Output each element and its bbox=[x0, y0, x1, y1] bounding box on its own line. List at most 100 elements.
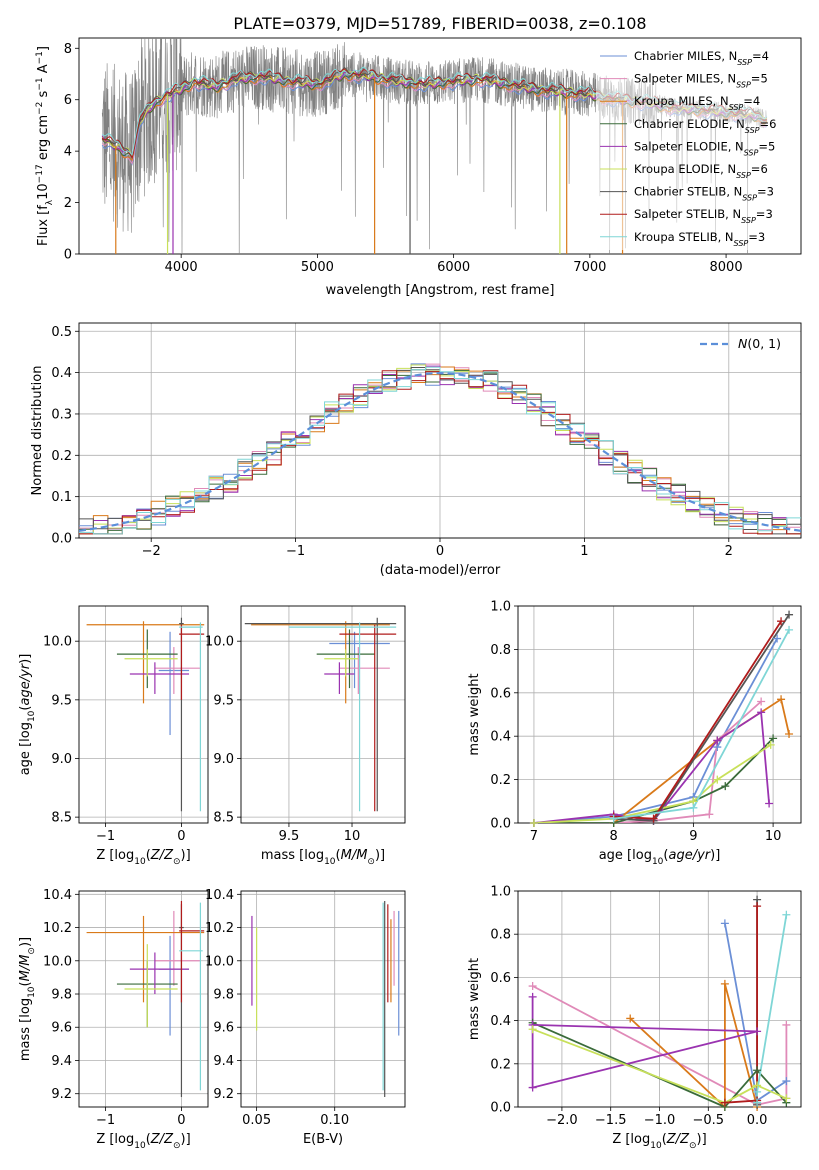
x-tick-label: 0 bbox=[177, 829, 185, 844]
y-axis-label-part: mass [log bbox=[18, 998, 33, 1061]
legend-entry: Chabrier STELIB, NSSP=3 bbox=[634, 185, 774, 203]
x-tick-label: −1 bbox=[96, 829, 115, 844]
x-tick-label: 9 bbox=[689, 829, 697, 844]
weight-point-marker bbox=[777, 695, 786, 704]
x-tick-label: −1 bbox=[286, 544, 305, 559]
axes-frame bbox=[517, 605, 802, 824]
x-axis-label-part: Z [log bbox=[96, 1132, 134, 1147]
x-axis-label: age [log10(age/yr)] bbox=[599, 848, 721, 867]
y-tick-label: 0.2 bbox=[490, 1057, 511, 1072]
histogram-kroupa-stelib bbox=[79, 366, 801, 535]
weight-point-marker bbox=[528, 982, 537, 991]
y-tick-label: 10.0 bbox=[205, 954, 234, 969]
legend-nssp-subscript: SSP bbox=[729, 103, 744, 112]
legend-equals: = bbox=[760, 117, 770, 131]
legend-entry: N(0, 1) bbox=[738, 336, 781, 351]
y-tick-label: 9.5 bbox=[213, 693, 234, 708]
weight-line-salpeter-miles bbox=[532, 985, 788, 1106]
y-tick-label: 9.8 bbox=[51, 988, 72, 1003]
y-axis-label: mass weight bbox=[467, 673, 482, 755]
legend-normal-symbol: N bbox=[738, 336, 748, 351]
y-tick-label: 0.2 bbox=[490, 773, 511, 788]
y-tick-label: 9.4 bbox=[51, 1054, 72, 1069]
y-axis-label-part: age/yr bbox=[18, 662, 33, 705]
x-axis-label-part: mass [log bbox=[261, 848, 324, 863]
weight-point-marker bbox=[753, 1027, 762, 1036]
y-tick-label: 10.4 bbox=[43, 888, 72, 903]
axes-frame bbox=[78, 605, 209, 824]
legend-series-name: Salpeter STELIB bbox=[634, 207, 725, 221]
weight-point-marker bbox=[782, 910, 791, 919]
legend-nssp-subscript: SSP bbox=[737, 58, 752, 67]
y-tick-label: 10.4 bbox=[205, 888, 234, 903]
legend-entry: Chabrier MILES, NSSP=4 bbox=[634, 49, 769, 67]
x-axis-label-part: Z [log bbox=[612, 1132, 650, 1147]
x-axis-label-part: 10 bbox=[652, 857, 664, 867]
weight-point-marker bbox=[785, 610, 794, 619]
y-tick-label: 0.0 bbox=[490, 1101, 511, 1116]
y-tick-label: 9.2 bbox=[51, 1087, 72, 1102]
x-tick-label: 8000 bbox=[710, 260, 743, 275]
weight-point-marker bbox=[528, 992, 537, 1001]
weight-point-marker bbox=[649, 814, 658, 823]
x-tick-label: −1.0 bbox=[644, 1113, 676, 1128]
legend-series-name: Kroupa ELODIE bbox=[634, 162, 720, 176]
histogram-chabrier-stelib bbox=[79, 367, 801, 535]
y-axis-label-part: ( bbox=[18, 981, 33, 986]
y-tick-label: 9.6 bbox=[213, 1021, 234, 1036]
x-tick-label: 5000 bbox=[301, 260, 334, 275]
legend-nssp-value: 5 bbox=[768, 139, 775, 153]
x-axis-label: wavelength [Angstrom, rest frame] bbox=[326, 283, 555, 298]
x-axis-label-part: ( bbox=[663, 848, 668, 863]
y-tick-label: 0.6 bbox=[490, 686, 511, 701]
y-tick-label: 0.0 bbox=[490, 817, 511, 832]
y-tick-label: 10.2 bbox=[205, 921, 234, 936]
x-axis-label-part: )] bbox=[697, 1132, 707, 1147]
y-tick-label: 9.0 bbox=[51, 752, 72, 767]
weight-point-marker bbox=[720, 1098, 729, 1107]
legend-nssp-subscript: SSP bbox=[736, 171, 751, 180]
legend-series-name: Salpeter MILES bbox=[634, 72, 720, 86]
x-axis-label-part: 10 bbox=[324, 857, 336, 867]
legend-entry: Salpeter ELODIE, NSSP=5 bbox=[634, 139, 775, 157]
x-tick-label: −1 bbox=[96, 1113, 115, 1128]
y-tick-label: 9.5 bbox=[51, 693, 72, 708]
y-tick-label: 4 bbox=[64, 145, 72, 160]
x-axis-label: Z [log10(Z/Z⊙)] bbox=[96, 848, 190, 867]
legend-equals: = bbox=[757, 185, 767, 199]
mass-weight-vs-metallicity-panel: −2.0 −1.5 −1.0 −0.5 0.0 0.0 0.2 0.4 0.6 0.8 1.0 Z [… bbox=[467, 885, 802, 1151]
legend-nssp-prefix: , N bbox=[713, 94, 729, 108]
y-axis-label: mass weight bbox=[467, 958, 482, 1040]
weight-point-marker bbox=[713, 775, 722, 784]
plot-area bbox=[244, 617, 397, 812]
legend-equals: = bbox=[752, 49, 762, 63]
y-tick-label: 8.5 bbox=[51, 811, 72, 826]
legend-entry: Chabrier ELODIE, NSSP=6 bbox=[634, 117, 776, 135]
y-tick-label: 6 bbox=[64, 93, 72, 108]
weight-point-marker bbox=[782, 1094, 791, 1103]
y-tick-label: 9.0 bbox=[213, 752, 234, 767]
x-tick-label: −2 bbox=[142, 544, 161, 559]
axes-frame bbox=[78, 37, 802, 255]
x-tick-label: −1.5 bbox=[595, 1113, 627, 1128]
x-axis-label-part: Z/Z bbox=[666, 1132, 690, 1147]
legend-nssp-prefix: , N bbox=[720, 72, 736, 86]
x-tick-label: 0 bbox=[436, 544, 444, 559]
legend-equals: = bbox=[756, 207, 766, 221]
figure-title: PLATE=0379, MJD=51789, FIBERID=0038, z=0… bbox=[233, 14, 646, 33]
legend-nssp-prefix: , N bbox=[725, 207, 741, 221]
x-axis-label: (data-model)/error bbox=[380, 563, 501, 578]
weight-point-marker bbox=[777, 617, 786, 626]
y-tick-label: 0.2 bbox=[51, 449, 72, 464]
y-tick-label: 0 bbox=[64, 248, 72, 263]
y-tick-label: 10.2 bbox=[43, 921, 72, 936]
x-tick-label: 10 bbox=[344, 829, 361, 844]
y-axis-label-part: −17 bbox=[35, 164, 45, 183]
x-axis-label-part: Z/Z bbox=[150, 848, 174, 863]
x-axis-label-part: ⊙ bbox=[173, 1141, 181, 1151]
x-axis-label-part: ⊙ bbox=[689, 1141, 697, 1151]
residuals-panel: −2 −1 0 1 2 0.0 0.1 0.2 0.3 0.4 0.5 N(0, 1) (data-mo… bbox=[30, 322, 802, 578]
weight-point-marker bbox=[766, 740, 775, 749]
legend-nssp-value: 4 bbox=[762, 49, 769, 63]
